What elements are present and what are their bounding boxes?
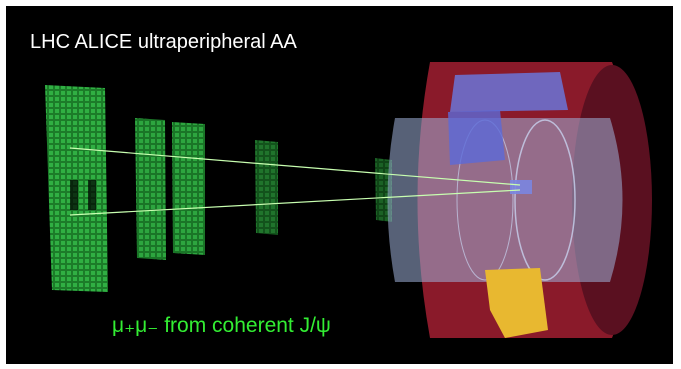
title: LHC ALICE ultraperipheral AA bbox=[30, 31, 297, 53]
page: LHC ALICE ultraperipheral AA μ₊μ₋ from c… bbox=[0, 0, 681, 369]
central-barrel bbox=[388, 62, 653, 338]
event-display: LHC ALICE ultraperipheral AA μ₊μ₋ from c… bbox=[0, 0, 681, 369]
caption: μ₊μ₋ from coherent J/ψ bbox=[112, 314, 331, 337]
